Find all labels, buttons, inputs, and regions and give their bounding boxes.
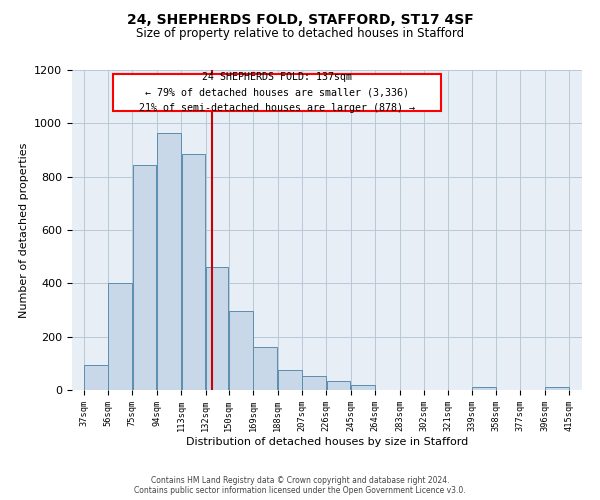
Y-axis label: Number of detached properties: Number of detached properties xyxy=(19,142,29,318)
Text: 24, SHEPHERDS FOLD, STAFFORD, ST17 4SF: 24, SHEPHERDS FOLD, STAFFORD, ST17 4SF xyxy=(127,12,473,26)
Text: 24 SHEPHERDS FOLD: 137sqm
← 79% of detached houses are smaller (3,336)
21% of se: 24 SHEPHERDS FOLD: 137sqm ← 79% of detac… xyxy=(139,72,415,114)
Bar xyxy=(302,376,326,390)
Bar xyxy=(351,384,375,390)
Bar xyxy=(133,164,157,390)
Bar xyxy=(108,284,132,390)
Bar xyxy=(326,380,350,390)
Text: Contains HM Land Registry data © Crown copyright and database right 2024.
Contai: Contains HM Land Registry data © Crown c… xyxy=(134,476,466,495)
Bar xyxy=(545,388,569,390)
FancyBboxPatch shape xyxy=(113,74,440,112)
Bar xyxy=(84,364,107,390)
Text: Size of property relative to detached houses in Stafford: Size of property relative to detached ho… xyxy=(136,28,464,40)
Bar xyxy=(229,312,253,390)
Bar xyxy=(472,388,496,390)
Bar xyxy=(253,348,277,390)
Bar xyxy=(182,154,205,390)
X-axis label: Distribution of detached houses by size in Stafford: Distribution of detached houses by size … xyxy=(186,437,468,447)
Bar xyxy=(206,268,229,390)
Bar xyxy=(278,370,302,390)
Bar xyxy=(157,132,181,390)
